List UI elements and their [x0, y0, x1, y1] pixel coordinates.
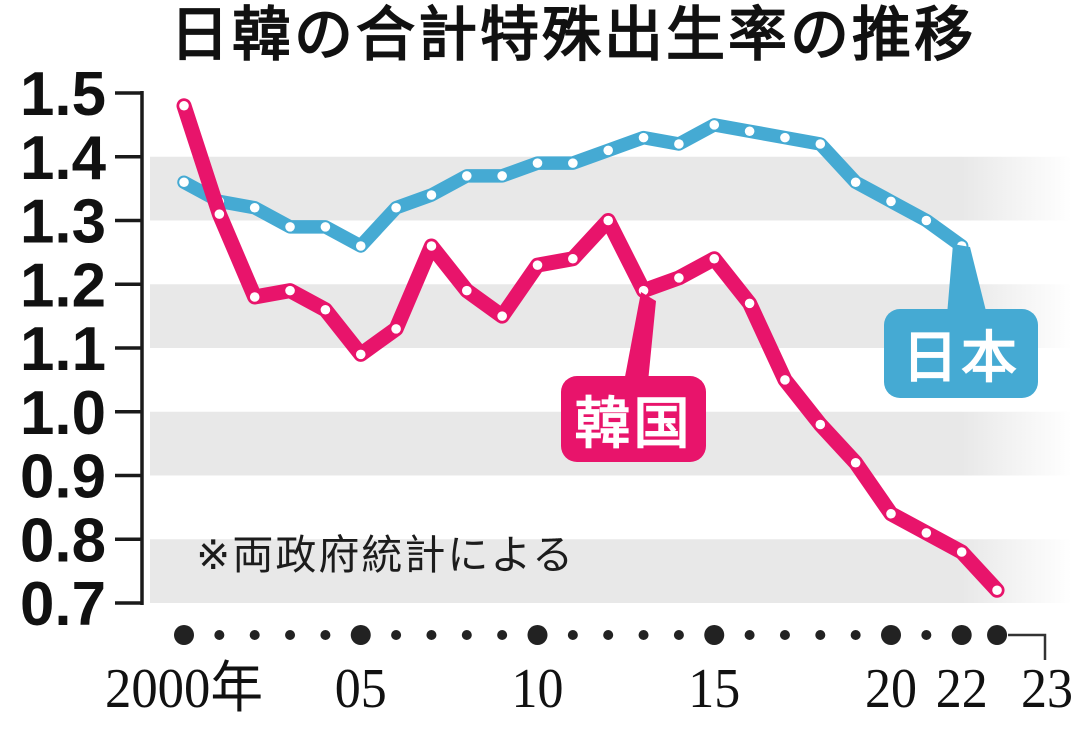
japan-series-label-text: 日本	[902, 326, 1020, 389]
axis-dot-2014	[673, 630, 684, 640]
last-year-pointer-line	[1008, 633, 1047, 660]
y-tick-label-0.9: 0.9	[20, 443, 106, 512]
japan-point-marker	[780, 132, 790, 143]
axis-dot-2013	[638, 630, 649, 640]
axis-dot-2017	[779, 630, 790, 640]
japan-point-marker	[497, 171, 507, 181]
axis-dot-2021	[921, 630, 932, 640]
korea-series-label-text: 韓国	[574, 391, 693, 455]
japan-point-marker	[568, 158, 578, 168]
japan-point-marker	[285, 222, 295, 232]
korea-point-marker	[674, 273, 684, 283]
x-tick-label-2023: 23	[1021, 658, 1073, 720]
japan-callout-stem	[947, 244, 987, 315]
axis-dot-2019	[850, 630, 861, 640]
axis-dot-2005	[350, 625, 371, 645]
x-tick-label-2020: 20	[865, 658, 917, 720]
x-tick-label-2015: 15	[688, 658, 740, 720]
japan-point-marker	[426, 190, 437, 200]
axis-dot-2020	[881, 625, 901, 645]
korea-point-marker	[285, 285, 295, 296]
korea-point-marker	[462, 285, 472, 296]
japan-point-marker	[921, 215, 932, 226]
japan-point-marker	[391, 202, 401, 213]
japan-point-marker	[603, 145, 613, 156]
axis-dot-2004	[320, 630, 331, 640]
y-tick-label-1.0: 1.0	[20, 379, 106, 448]
y-tick-label-0.7: 0.7	[20, 570, 106, 639]
axis-dot-2010	[527, 625, 548, 645]
korea-series-label: 韓国	[561, 376, 706, 462]
japan-point-marker	[744, 126, 755, 137]
axis-dot-2009	[497, 630, 508, 640]
korea-point-marker	[886, 508, 896, 519]
axis-dot-2011	[567, 630, 578, 640]
korea-point-marker	[568, 253, 578, 264]
japan-point-marker	[638, 132, 649, 143]
korea-point-marker	[850, 457, 861, 468]
japan-point-marker	[850, 177, 861, 188]
y-tick-label-1.3: 1.3	[20, 188, 106, 257]
korea-point-marker	[992, 585, 1002, 596]
axis-dot-2000	[174, 625, 194, 645]
axis-dot-2012	[603, 630, 614, 640]
y-tick-label-1.1: 1.1	[20, 315, 106, 384]
korea-point-marker	[320, 304, 331, 315]
grid-band	[150, 156, 1072, 221]
axis-dot-2002	[249, 630, 260, 640]
japan-point-marker	[815, 139, 826, 149]
chart-title: 日韓の合計特殊出生率の推移	[170, 2, 977, 68]
korea-point-marker	[355, 349, 366, 360]
japan-point-marker	[674, 139, 684, 149]
x-tick-label-2005: 05	[335, 658, 387, 720]
source-note: ※両政府統計による	[196, 532, 576, 578]
korea-point-marker	[214, 209, 225, 219]
korea-point-marker	[780, 375, 790, 385]
y-tick-label-1.4: 1.4	[20, 124, 107, 193]
axis-dot-2022	[951, 625, 972, 645]
japan-point-marker	[320, 222, 331, 232]
japan-series-label: 日本	[884, 309, 1038, 398]
axis-dot-2001	[214, 630, 225, 640]
korea-line	[176, 98, 1005, 598]
axis-dot-2008	[461, 630, 472, 640]
axis-dot-2015	[704, 625, 725, 645]
x-tick-label-2000: 2000年	[105, 658, 263, 720]
korea-point-marker	[744, 298, 755, 309]
x-tick-label-2010: 10	[512, 658, 564, 720]
japan-point-marker	[249, 202, 260, 213]
japan-point-marker	[886, 196, 896, 207]
grid-band	[150, 539, 1072, 603]
japan-point-marker	[709, 120, 720, 130]
korea-point-marker	[532, 260, 543, 270]
y-tick-label-1.2: 1.2	[20, 251, 106, 320]
japan-point-marker	[532, 158, 543, 168]
korea-point-marker	[956, 547, 967, 557]
korea-point-marker	[391, 324, 401, 334]
axis-dot-2007	[426, 630, 437, 640]
korea-point-marker	[179, 100, 189, 111]
korea-point-marker	[426, 241, 437, 251]
axis-dot-2003	[285, 630, 296, 640]
korea-point-marker	[603, 215, 613, 226]
axis-dot-2006	[391, 630, 402, 640]
japan-point-marker	[462, 171, 472, 181]
korea-point-marker	[497, 311, 507, 321]
korea-point-marker	[815, 419, 826, 430]
y-tick-label-0.8: 0.8	[20, 506, 106, 575]
korea-point-marker	[249, 292, 260, 302]
axis-dot-2023	[987, 625, 1008, 645]
korea-point-marker	[709, 253, 720, 264]
y-tick-label-1.5: 1.5	[20, 60, 106, 129]
korea-point-marker	[921, 528, 932, 538]
axis-dot-2016	[744, 630, 755, 640]
x-tick-label-2022: 22	[936, 658, 988, 720]
japan-point-marker	[179, 177, 189, 188]
korea-callout-stem	[624, 292, 656, 382]
axis-dot-2018	[815, 630, 826, 640]
japan-point-marker	[355, 241, 366, 251]
